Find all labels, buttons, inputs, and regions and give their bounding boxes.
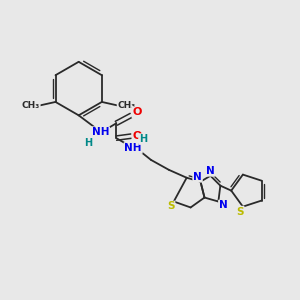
Text: H: H: [139, 134, 147, 144]
Text: NH: NH: [124, 143, 142, 153]
Text: N: N: [193, 172, 202, 182]
Text: NH: NH: [92, 127, 109, 137]
Text: CH₃: CH₃: [22, 101, 40, 110]
Text: N: N: [206, 166, 215, 176]
Text: CH₃: CH₃: [118, 101, 136, 110]
Text: S: S: [236, 207, 244, 217]
Text: S: S: [167, 202, 175, 212]
Text: H: H: [85, 138, 93, 148]
Text: N: N: [219, 200, 228, 211]
Text: O: O: [132, 131, 142, 141]
Text: O: O: [132, 107, 142, 117]
